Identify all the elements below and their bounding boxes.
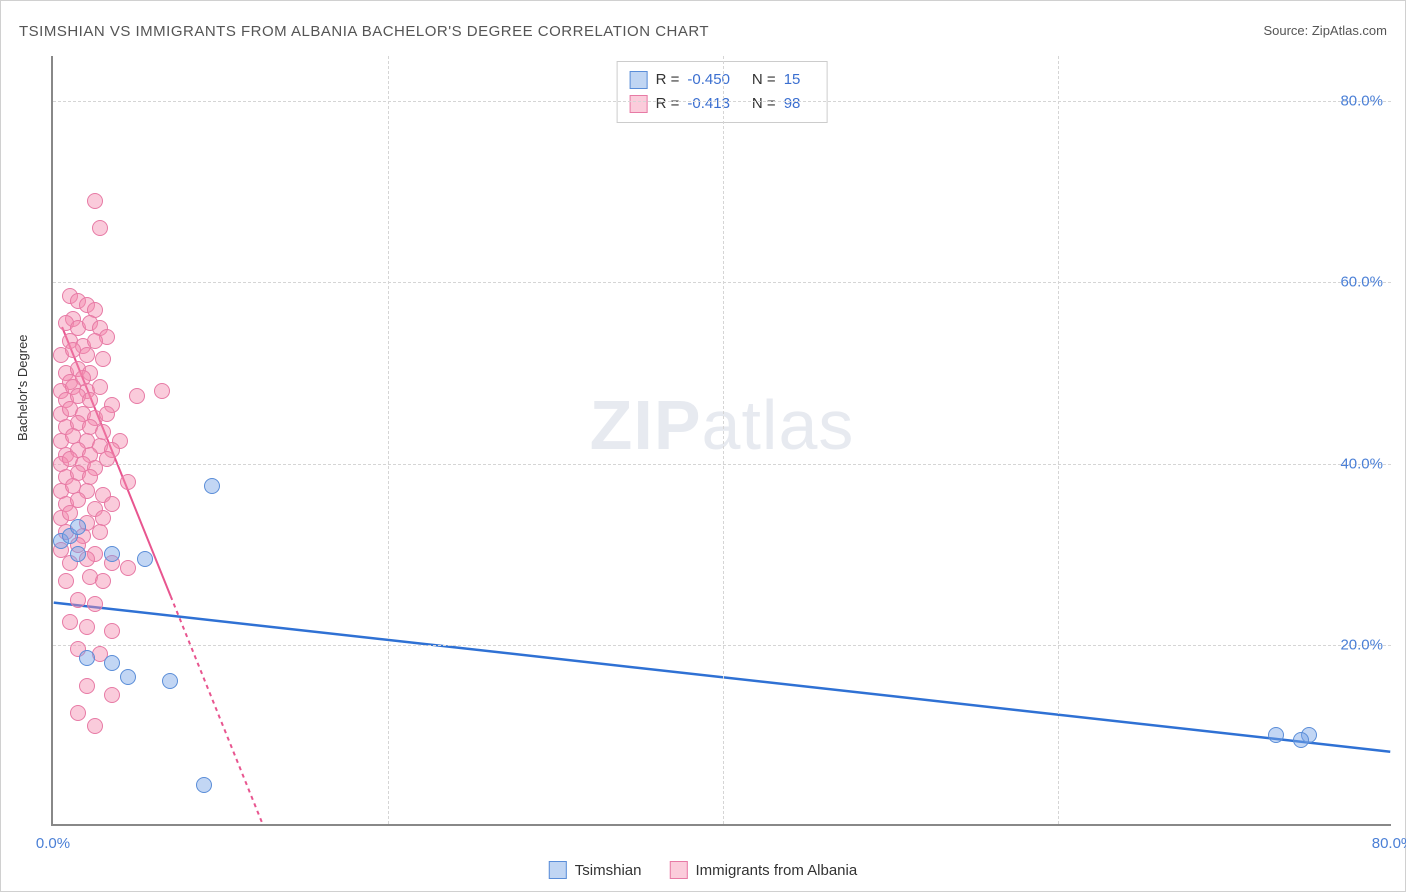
data-point-albania <box>154 383 170 399</box>
data-point-tsimshian <box>137 551 153 567</box>
swatch-tsimshian-2 <box>549 861 567 879</box>
source-label: Source: <box>1263 23 1311 38</box>
data-point-albania <box>120 560 136 576</box>
gridline-h <box>53 101 1391 102</box>
legend-stats-row-2: R = -0.413 N = 98 <box>630 92 815 116</box>
gridline-v <box>723 56 724 824</box>
ytick-label: 60.0% <box>1340 274 1383 291</box>
swatch-albania-2 <box>669 861 687 879</box>
data-point-tsimshian <box>104 655 120 671</box>
data-point-tsimshian <box>70 519 86 535</box>
r-label-1: R = <box>656 68 680 92</box>
data-point-albania <box>129 388 145 404</box>
data-point-albania <box>120 474 136 490</box>
legend-item-tsimshian: Tsimshian <box>549 861 642 879</box>
data-point-albania <box>87 596 103 612</box>
data-point-tsimshian <box>120 669 136 685</box>
legend-stats-row-1: R = -0.450 N = 15 <box>630 68 815 92</box>
data-point-tsimshian <box>162 673 178 689</box>
ytick-label: 40.0% <box>1340 455 1383 472</box>
watermark-light: atlas <box>702 386 855 464</box>
plot-area: ZIPatlas R = -0.450 N = 15 R = -0.413 N … <box>51 56 1391 826</box>
data-point-albania <box>99 451 115 467</box>
data-point-albania <box>92 524 108 540</box>
legend-series: Tsimshian Immigrants from Albania <box>549 861 857 879</box>
gridline-h <box>53 645 1391 646</box>
data-point-tsimshian <box>1293 732 1309 748</box>
data-point-albania <box>79 678 95 694</box>
n-value-1: 15 <box>784 68 801 92</box>
data-point-albania <box>79 619 95 635</box>
gridline-h <box>53 464 1391 465</box>
trend-lines-svg <box>53 56 1391 824</box>
ytick-label: 20.0% <box>1340 636 1383 653</box>
ytick-label: 80.0% <box>1340 93 1383 110</box>
data-point-tsimshian <box>204 478 220 494</box>
data-point-albania <box>95 351 111 367</box>
swatch-albania <box>630 95 648 113</box>
n-label-2: N = <box>752 92 776 116</box>
data-point-albania <box>58 573 74 589</box>
chart-title: TSIMSHIAN VS IMMIGRANTS FROM ALBANIA BAC… <box>19 23 709 40</box>
data-point-tsimshian <box>70 546 86 562</box>
n-label-1: N = <box>752 68 776 92</box>
data-point-tsimshian <box>196 777 212 793</box>
chart-container: TSIMSHIAN VS IMMIGRANTS FROM ALBANIA BAC… <box>0 0 1406 892</box>
legend-item-albania: Immigrants from Albania <box>669 861 857 879</box>
data-point-tsimshian <box>104 546 120 562</box>
data-point-albania <box>99 406 115 422</box>
watermark-bold: ZIP <box>590 386 702 464</box>
data-point-albania <box>87 718 103 734</box>
gridline-h <box>53 282 1391 283</box>
data-point-albania <box>95 573 111 589</box>
legend-label-tsimshian: Tsimshian <box>575 862 642 879</box>
data-point-tsimshian <box>79 650 95 666</box>
data-point-albania <box>104 623 120 639</box>
data-point-albania <box>70 705 86 721</box>
y-axis-label: Bachelor's Degree <box>15 334 30 441</box>
xtick-label: 0.0% <box>36 835 70 852</box>
watermark: ZIPatlas <box>590 385 855 465</box>
gridline-v <box>388 56 389 824</box>
xtick-label: 80.0% <box>1372 835 1406 852</box>
data-point-tsimshian <box>1268 727 1284 743</box>
source-attribution: Source: ZipAtlas.com <box>1263 23 1387 38</box>
data-point-albania <box>70 592 86 608</box>
data-point-albania <box>92 220 108 236</box>
legend-stats-box: R = -0.450 N = 15 R = -0.413 N = 98 <box>617 61 828 123</box>
n-value-2: 98 <box>784 92 801 116</box>
r-label-2: R = <box>656 92 680 116</box>
data-point-albania <box>62 614 78 630</box>
data-point-albania <box>104 687 120 703</box>
legend-label-albania: Immigrants from Albania <box>695 862 857 879</box>
gridline-v <box>1058 56 1059 824</box>
data-point-albania <box>87 193 103 209</box>
swatch-tsimshian <box>630 71 648 89</box>
data-point-albania <box>92 379 108 395</box>
source-link[interactable]: ZipAtlas.com <box>1312 23 1387 38</box>
